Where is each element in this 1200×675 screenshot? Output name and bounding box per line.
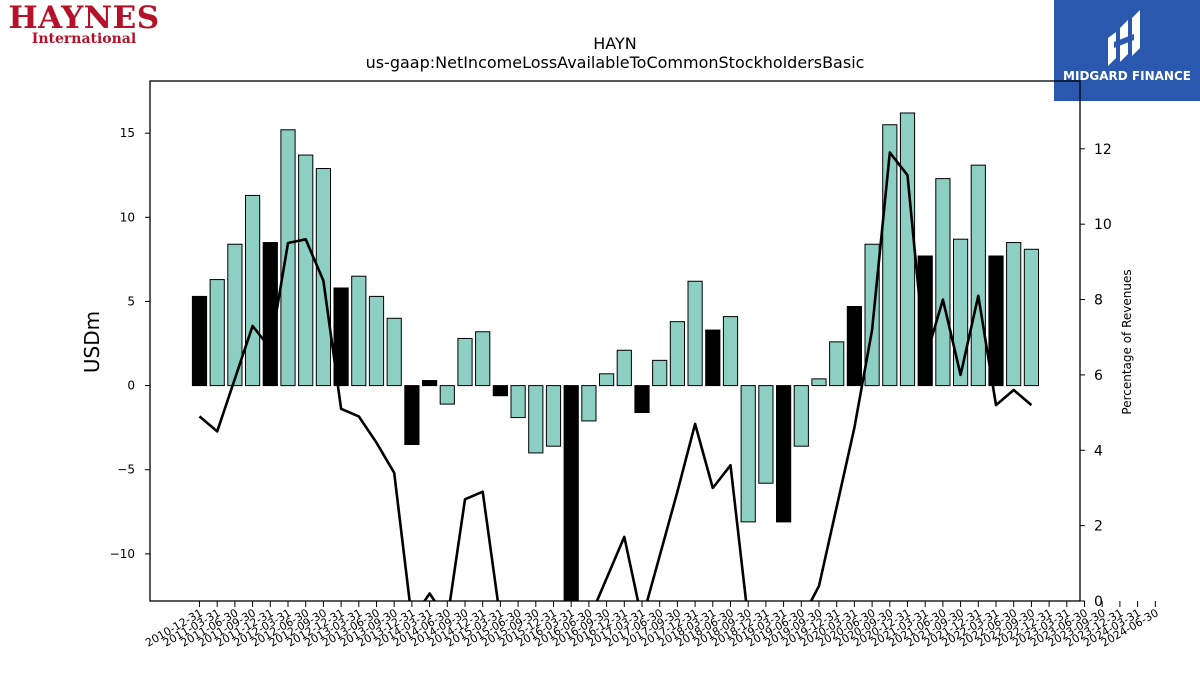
bar bbox=[315, 168, 331, 387]
chart-subtitle: us-gaap:NetIncomeLossAvailableToCommonSt… bbox=[366, 53, 865, 72]
y-tick-label: 10 bbox=[120, 210, 135, 224]
bar bbox=[687, 280, 703, 387]
bar bbox=[245, 194, 261, 387]
bar bbox=[829, 341, 845, 387]
bar bbox=[298, 154, 314, 387]
bar bbox=[333, 287, 349, 387]
bar bbox=[563, 385, 579, 602]
y2-tick-label: 4 bbox=[1094, 443, 1103, 459]
bar bbox=[776, 385, 792, 523]
logo-subtitle: International bbox=[31, 31, 137, 47]
bar bbox=[1023, 248, 1040, 387]
bar bbox=[404, 385, 420, 445]
bar bbox=[970, 164, 986, 387]
y2-tick-label: 10 bbox=[1094, 217, 1112, 233]
haynes-logo: HAYNES International bbox=[4, 2, 164, 52]
bar bbox=[457, 337, 473, 387]
bar bbox=[209, 279, 225, 387]
bar bbox=[599, 373, 615, 387]
bar bbox=[280, 129, 296, 387]
bar bbox=[899, 112, 916, 387]
bar bbox=[528, 385, 544, 454]
bar bbox=[386, 317, 402, 387]
bar bbox=[439, 385, 455, 405]
y2-axis-label: Percentage of Revenues bbox=[1120, 269, 1134, 414]
bar bbox=[227, 243, 243, 387]
bar bbox=[705, 329, 721, 387]
bar bbox=[917, 255, 933, 387]
bar bbox=[793, 385, 809, 447]
bar bbox=[811, 378, 827, 387]
y-tick-label: −10 bbox=[110, 547, 135, 561]
bar bbox=[368, 295, 385, 387]
bar bbox=[740, 385, 756, 523]
y2-tick-label: 6 bbox=[1094, 368, 1103, 384]
y-tick-label: −5 bbox=[117, 463, 135, 477]
bar bbox=[616, 349, 632, 387]
bar bbox=[1006, 242, 1022, 387]
midgard-mark-icon bbox=[1108, 10, 1140, 66]
bar bbox=[475, 331, 491, 387]
bar bbox=[758, 385, 774, 484]
bar bbox=[351, 275, 367, 387]
bar bbox=[634, 385, 650, 414]
y-tick-label: 5 bbox=[127, 294, 135, 308]
line-series bbox=[198, 151, 1033, 601]
logo-brand: HAYNES bbox=[8, 0, 160, 36]
bar bbox=[262, 242, 278, 387]
y2-tick-label: 8 bbox=[1094, 293, 1103, 309]
bar bbox=[988, 255, 1004, 387]
bar bbox=[935, 178, 951, 387]
plot-frame bbox=[149, 80, 1081, 602]
bar bbox=[846, 306, 862, 387]
y2-tick-label: 12 bbox=[1094, 142, 1112, 158]
midgard-finance-logo: MIDGARD FINANCE bbox=[1054, 0, 1200, 101]
bars bbox=[191, 112, 1040, 602]
y2-tick-label: 0 bbox=[1094, 594, 1103, 610]
chart-title: HAYN bbox=[593, 34, 636, 53]
y2-tick-label: 2 bbox=[1094, 519, 1103, 535]
line-path bbox=[198, 151, 1033, 601]
bar bbox=[492, 385, 508, 397]
bar bbox=[422, 380, 438, 387]
bar bbox=[652, 359, 668, 387]
bar bbox=[191, 295, 208, 387]
bar bbox=[953, 238, 969, 387]
bar bbox=[669, 321, 685, 387]
y-axis-label: USDm bbox=[80, 311, 104, 373]
bar bbox=[722, 316, 739, 387]
logo-name: MIDGARD FINANCE bbox=[1063, 69, 1191, 83]
y-tick-label: 0 bbox=[127, 379, 135, 393]
bar bbox=[545, 385, 562, 447]
bar bbox=[510, 385, 526, 419]
bar bbox=[581, 385, 597, 422]
y-tick-label: 15 bbox=[120, 126, 135, 140]
axes: −10−50510150246810122010-12-312011-03-31… bbox=[110, 126, 1161, 649]
